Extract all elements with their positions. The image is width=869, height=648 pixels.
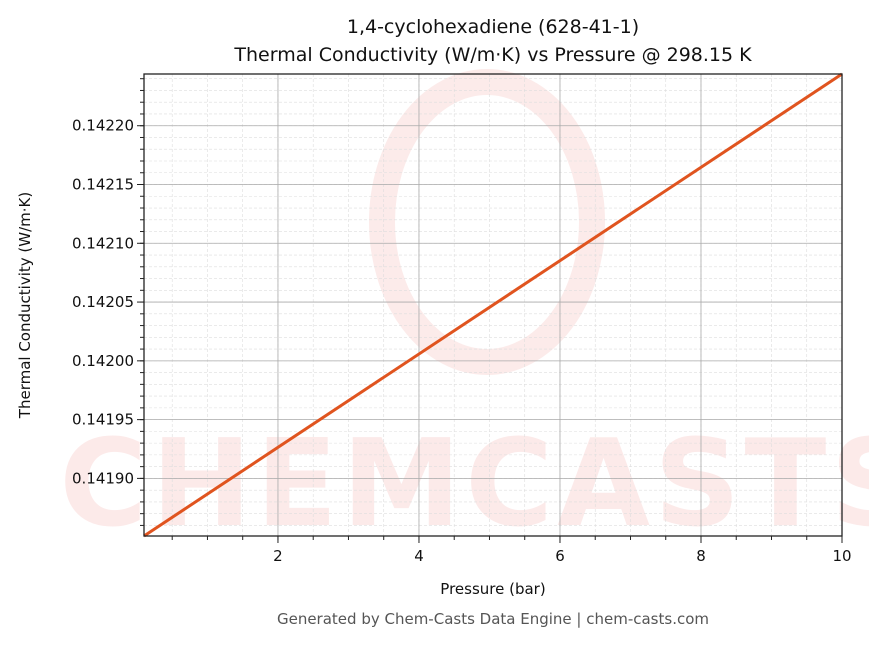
y-tick-label: 0.14210 [72,234,134,252]
x-tick-label: 10 [832,547,851,565]
y-tick-label: 0.14200 [72,352,134,370]
watermark-text: CHEMCASTS [59,415,869,554]
y-tick-label: 0.14205 [72,293,134,311]
x-tick-label: 4 [414,547,424,565]
x-tick-label: 8 [696,547,706,565]
chart-subtitle: Thermal Conductivity (W/m·K) vs Pressure… [233,44,752,66]
y-tick-label: 0.14215 [72,176,134,194]
x-tick-label: 6 [555,547,565,565]
x-axis-label: Pressure (bar) [440,580,545,598]
chart-title: 1,4-cyclohexadiene (628-41-1) [347,16,639,38]
series-line [143,72,843,538]
plot-frame [143,73,843,537]
footer-text: Generated by Chem-Casts Data Engine | ch… [277,610,709,628]
watermark-logo: CHEMCASTS [59,69,869,554]
y-tick-label: 0.14195 [72,411,134,429]
y-axis-label: Thermal Conductivity (W/m·K) [16,192,34,419]
y-tick-label: 0.14220 [72,117,134,135]
y-tick-label: 0.14190 [72,469,134,487]
x-tick-label: 2 [273,547,283,565]
